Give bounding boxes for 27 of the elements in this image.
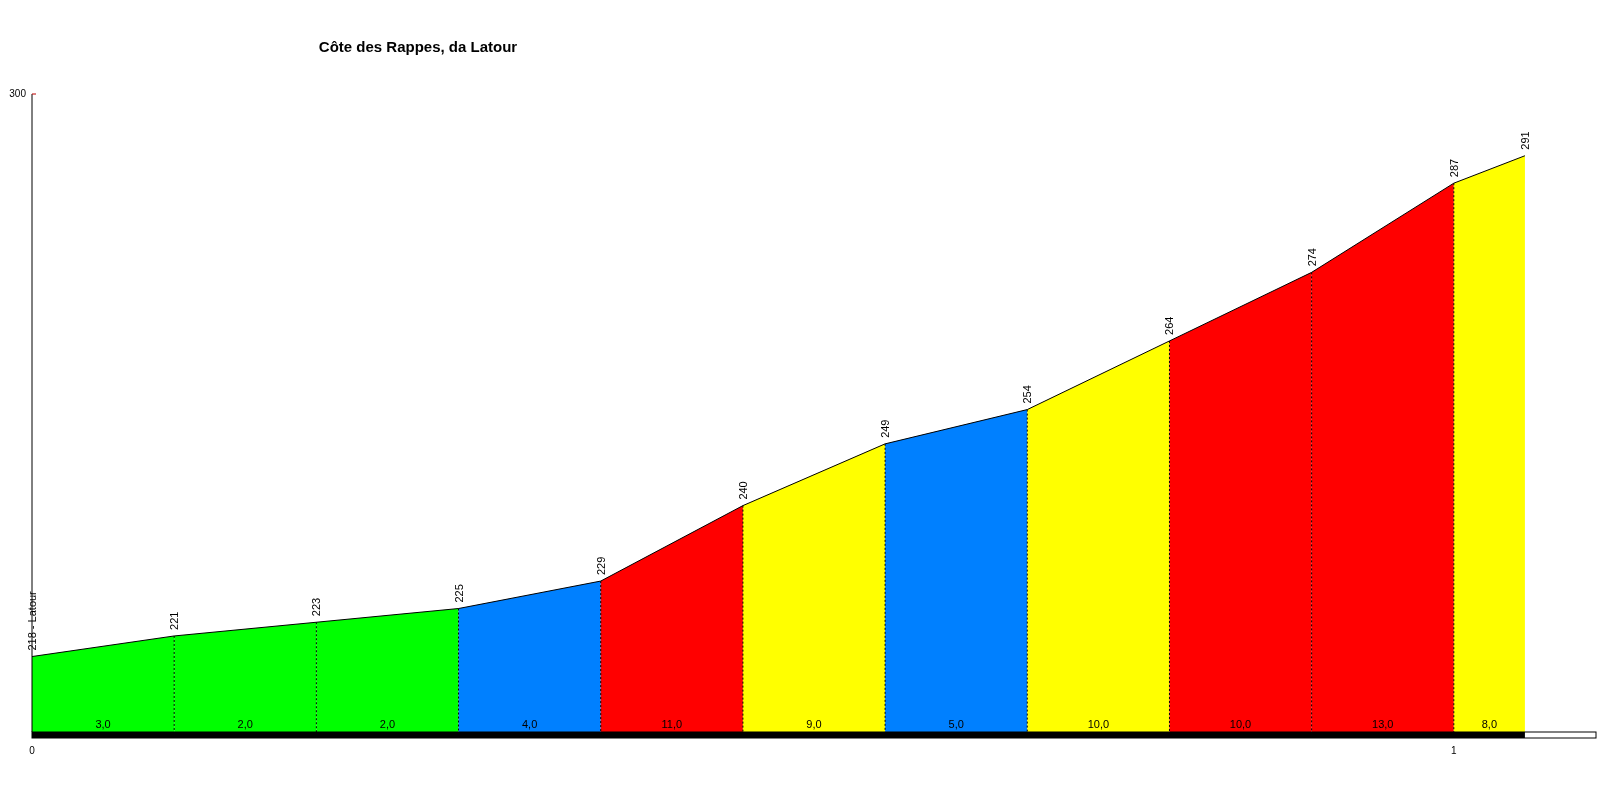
- x-tick-label: 0: [29, 745, 36, 756]
- text: 300: [9, 87, 27, 99]
- data-label: 274: [1305, 248, 1318, 267]
- data-label: 240: [736, 481, 749, 500]
- annotation: 10,0: [1087, 718, 1110, 730]
- annotation: 8,0: [1481, 718, 1498, 730]
- data-label: 225: [452, 584, 465, 603]
- annotation: 13,0: [1372, 718, 1394, 730]
- annotation: 11,0: [661, 718, 683, 730]
- data-label: 229: [594, 556, 607, 576]
- x-tick-label: 1: [1451, 745, 1458, 756]
- annotation: 2,0: [379, 718, 396, 730]
- annotation: 2,0: [237, 718, 253, 730]
- annotation: 3,0: [95, 718, 111, 730]
- data-label: 287: [1447, 158, 1460, 178]
- annotation: 4,0: [521, 718, 538, 730]
- data-label: 254: [1021, 385, 1034, 404]
- annotation: 10,0: [1229, 718, 1252, 730]
- data-label: 264: [1163, 316, 1176, 335]
- data-label: 221: [168, 611, 181, 630]
- annotation: 9,0: [806, 718, 822, 730]
- data-label: 218 - Latour: [26, 590, 38, 651]
- data-label: 291: [1518, 131, 1531, 150]
- chart-title: Côte des Rappes, da Latour: [318, 38, 518, 55]
- data-label: 223: [310, 597, 323, 617]
- data-label: 249: [879, 419, 892, 438]
- annotation: 5,0: [948, 718, 964, 730]
